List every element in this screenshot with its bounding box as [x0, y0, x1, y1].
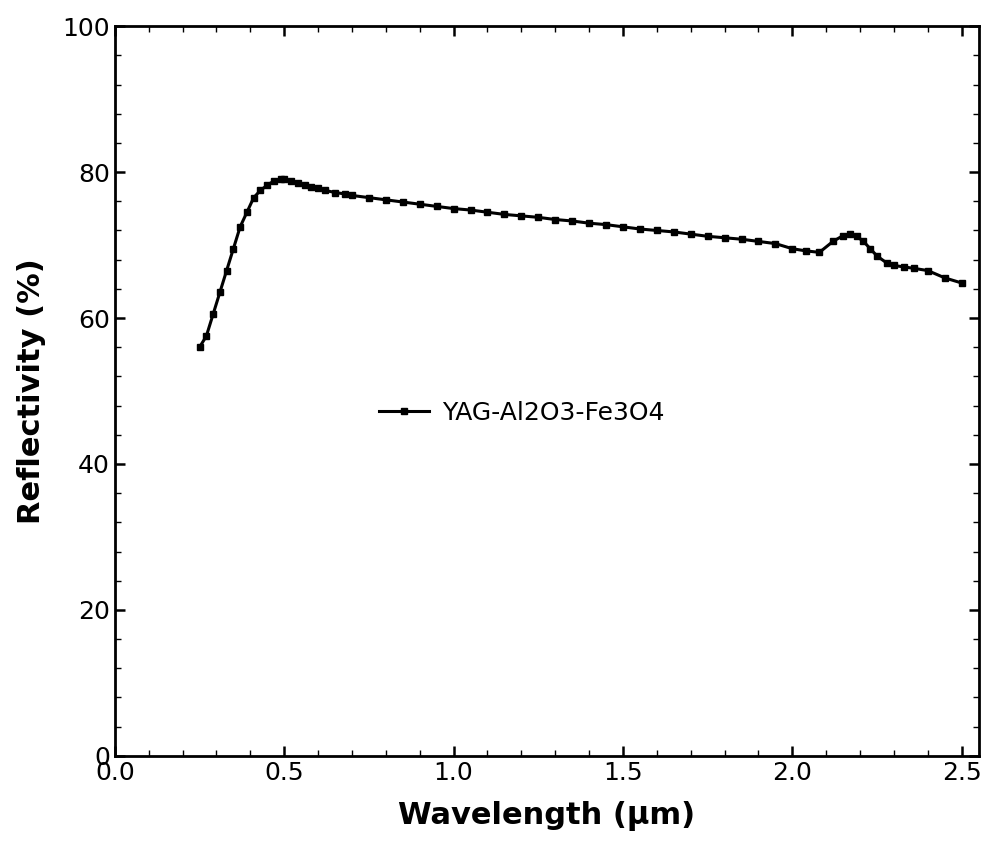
- YAG-Al2O3-Fe3O4: [448, 204, 460, 214]
- YAG-Al2O3-Fe3O4: [549, 215, 561, 225]
- YAG-Al2O3-Fe3O4: [956, 278, 968, 288]
- YAG-Al2O3-Fe3O4: [922, 265, 934, 276]
- YAG-Al2O3-Fe3O4: [864, 243, 876, 254]
- YAG-Al2O3-Fe3O4: [275, 175, 287, 185]
- YAG-Al2O3-Fe3O4: [329, 187, 341, 198]
- YAG-Al2O3-Fe3O4: [194, 342, 206, 352]
- X-axis label: Wavelength (μm): Wavelength (μm): [398, 801, 695, 831]
- Y-axis label: Reflectivity (%): Reflectivity (%): [17, 258, 46, 524]
- Line: YAG-Al2O3-Fe3O4: YAG-Al2O3-Fe3O4: [196, 176, 965, 351]
- YAG-Al2O3-Fe3O4: [299, 180, 311, 190]
- Legend: YAG-Al2O3-Fe3O4: YAG-Al2O3-Fe3O4: [369, 391, 674, 435]
